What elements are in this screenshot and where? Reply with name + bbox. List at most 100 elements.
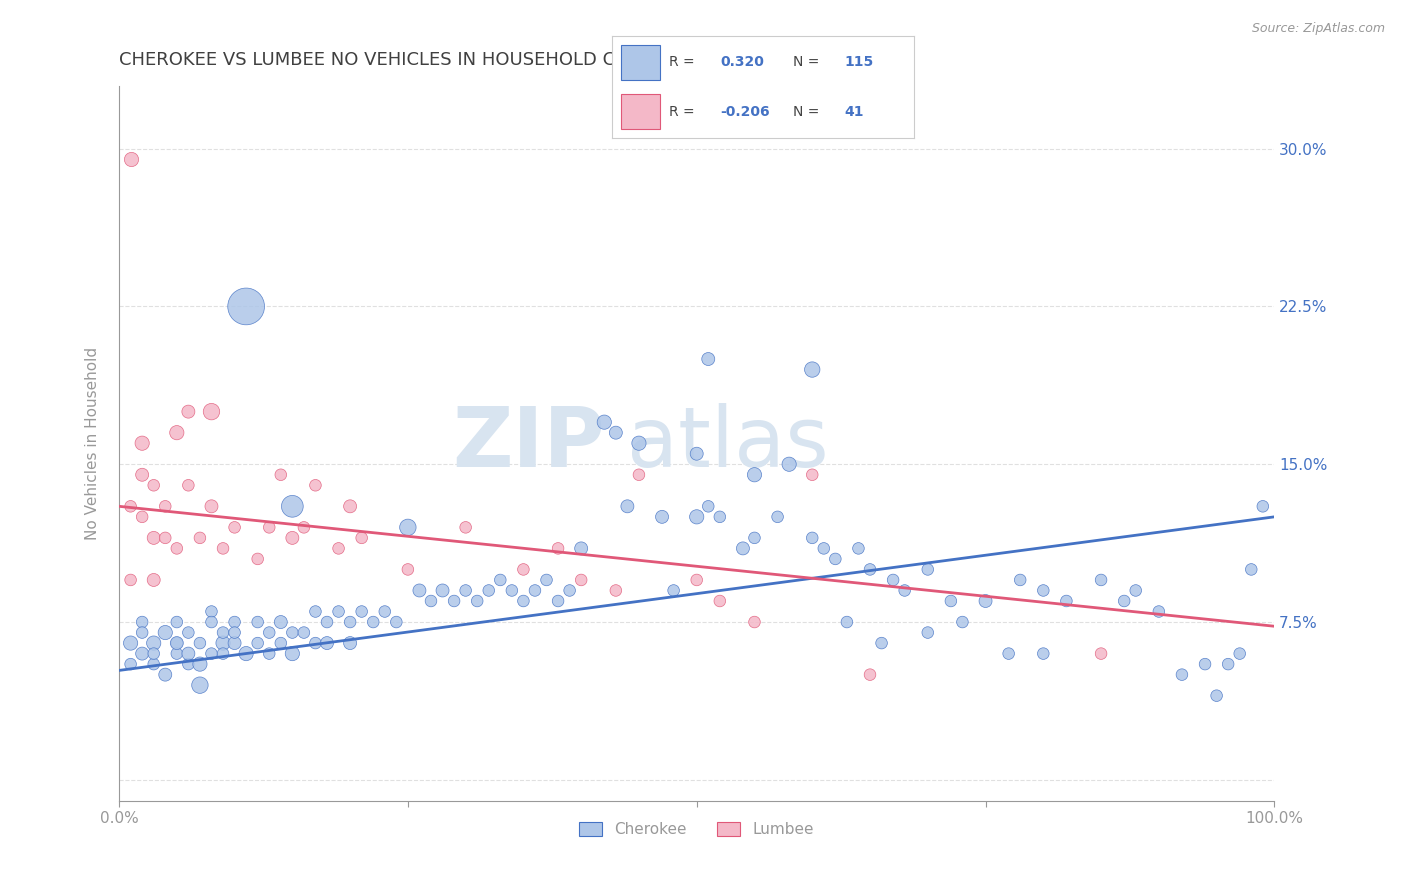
Point [166, 615, 188, 629]
Point [328, 605, 350, 619]
Point [316, 615, 339, 629]
Point [131, 467, 153, 482]
Point [917, 562, 939, 576]
Point [155, 667, 177, 681]
Point [200, 500, 222, 514]
Point [1054, 594, 1077, 608]
Point [1090, 647, 1112, 661]
Point [997, 647, 1019, 661]
Point [443, 594, 465, 608]
Point [131, 647, 153, 661]
Point [1032, 647, 1054, 661]
Point [304, 478, 326, 492]
Point [1032, 583, 1054, 598]
Point [686, 573, 709, 587]
Point [651, 509, 673, 524]
Point [536, 573, 558, 587]
Point [212, 541, 235, 556]
Point [662, 583, 685, 598]
Point [131, 615, 153, 629]
Point [120, 500, 142, 514]
Point [281, 625, 304, 640]
Point [224, 520, 246, 534]
Point [859, 667, 882, 681]
Point [200, 615, 222, 629]
Point [824, 552, 846, 566]
Point [304, 636, 326, 650]
Point [1205, 689, 1227, 703]
Legend: Cherokee, Lumbee: Cherokee, Lumbee [574, 816, 820, 843]
Point [569, 541, 592, 556]
Point [686, 509, 709, 524]
Point [870, 636, 893, 650]
Point [177, 404, 200, 418]
Point [697, 352, 720, 367]
Point [627, 467, 650, 482]
Point [1194, 657, 1216, 672]
Point [257, 520, 280, 534]
Point [292, 520, 315, 534]
Point [835, 615, 858, 629]
Point [281, 531, 304, 545]
Point [801, 467, 824, 482]
Point [166, 541, 188, 556]
Point [281, 500, 304, 514]
Point [224, 625, 246, 640]
Point [605, 425, 627, 440]
Point [120, 573, 142, 587]
Point [155, 531, 177, 545]
Point [292, 625, 315, 640]
Point [361, 615, 384, 629]
Point [408, 583, 430, 598]
Point [120, 657, 142, 672]
Point [350, 531, 373, 545]
Point [200, 647, 222, 661]
Point [188, 531, 211, 545]
Point [224, 615, 246, 629]
Text: 0.320: 0.320 [720, 55, 765, 70]
Point [1229, 647, 1251, 661]
Point [235, 647, 257, 661]
Point [454, 583, 477, 598]
FancyBboxPatch shape [620, 45, 659, 79]
Point [1240, 562, 1263, 576]
Point [1010, 573, 1032, 587]
Text: -0.206: -0.206 [720, 104, 770, 119]
Point [246, 615, 269, 629]
Point [385, 615, 408, 629]
Point [1114, 594, 1136, 608]
Point [177, 625, 200, 640]
Point [697, 500, 720, 514]
Point [593, 415, 616, 429]
Point [709, 509, 731, 524]
Point [558, 583, 581, 598]
Point [142, 647, 165, 661]
Point [974, 594, 997, 608]
Point [1171, 667, 1194, 681]
Point [523, 583, 546, 598]
Point [1251, 500, 1274, 514]
Point [917, 625, 939, 640]
Text: Source: ZipAtlas.com: Source: ZipAtlas.com [1251, 22, 1385, 36]
Point [281, 647, 304, 661]
Point [166, 636, 188, 650]
Point [120, 636, 142, 650]
Point [489, 573, 512, 587]
Point [166, 425, 188, 440]
Point [396, 562, 419, 576]
Text: N =: N = [793, 55, 824, 70]
Point [270, 615, 292, 629]
Point [1147, 605, 1170, 619]
Point [512, 562, 534, 576]
Point [328, 541, 350, 556]
Text: 115: 115 [845, 55, 873, 70]
Point [142, 636, 165, 650]
Point [246, 552, 269, 566]
Point [939, 594, 962, 608]
Point [478, 583, 501, 598]
Text: atlas: atlas [627, 402, 830, 483]
Y-axis label: No Vehicles in Household: No Vehicles in Household [86, 347, 100, 540]
Point [616, 500, 638, 514]
Point [177, 647, 200, 661]
Point [131, 509, 153, 524]
